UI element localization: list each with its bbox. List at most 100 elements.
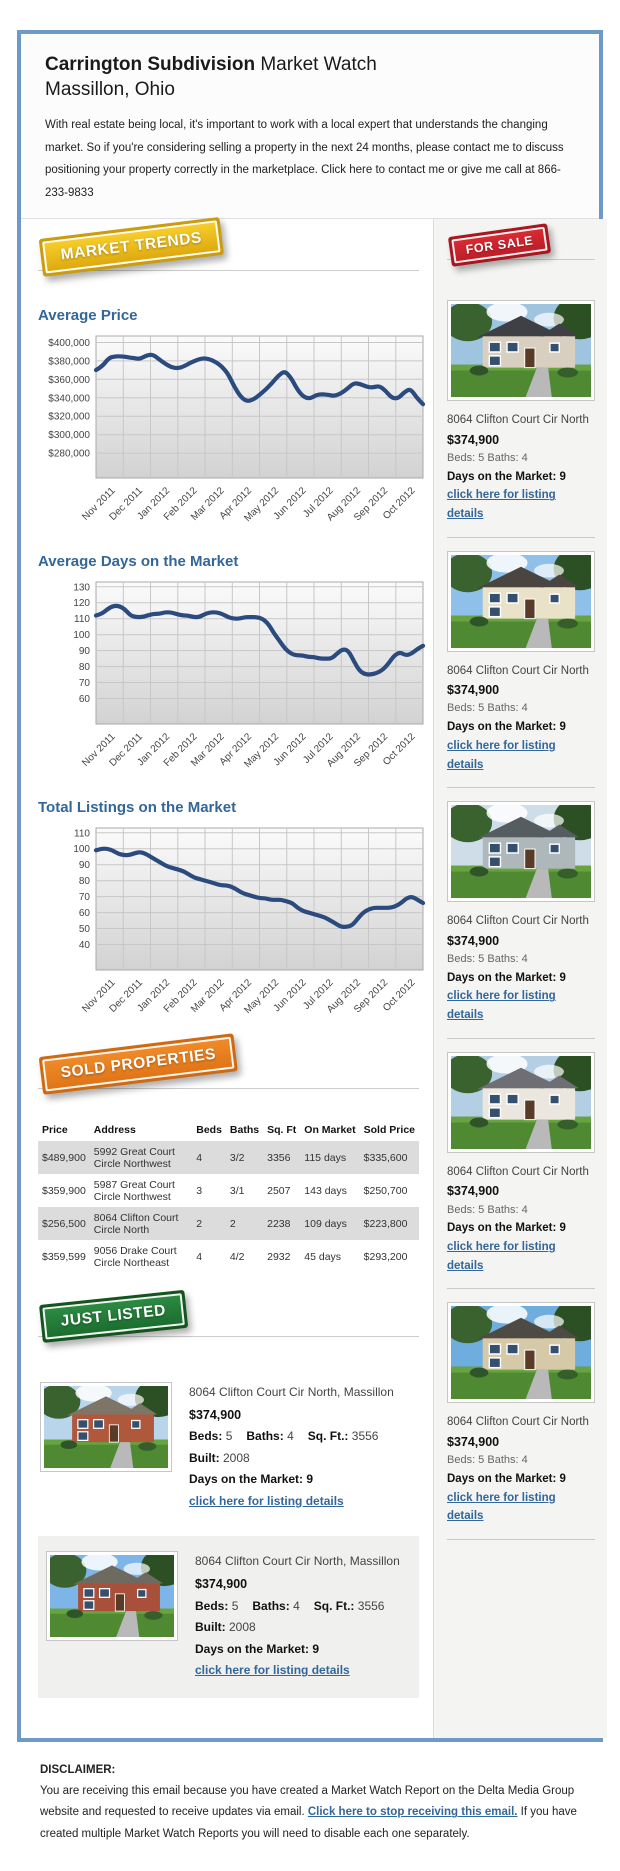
for-sale-listing: 8064 Clifton Court Cir North $374,900 Beds… bbox=[443, 1039, 606, 1290]
listing-photo[interactable] bbox=[37, 1379, 182, 1473]
listing-price: $374,900 bbox=[189, 1407, 242, 1422]
listing-address: 8064 Clifton Court Cir North bbox=[447, 414, 589, 427]
listing-price: $374,900 bbox=[447, 933, 500, 948]
listing-attributes: Beds: 5 Baths: 4 Sq. Ft.: 3556 Built: 2008 bbox=[195, 1596, 409, 1639]
sold-table-header: Sq. Ft bbox=[267, 1124, 297, 1137]
listing-address: 8064 Clifton Court Cir North bbox=[447, 915, 589, 928]
svg-text:60: 60 bbox=[79, 694, 91, 705]
svg-text:110: 110 bbox=[74, 614, 90, 625]
intro-text: With real estate being local, it's impor… bbox=[45, 119, 564, 199]
sold-table-cell: $293,200 bbox=[363, 1250, 408, 1263]
stop-email-link[interactable]: Click here to stop receiving this email. bbox=[307, 1806, 518, 1819]
divider bbox=[38, 270, 419, 272]
svg-text:70: 70 bbox=[79, 678, 91, 689]
total-listings-chart: 110 100 90 80 70 60 50 40 Nov 2011 Dec 2011 Jan 20… bbox=[38, 824, 426, 1029]
sold-table-header: Sold Price bbox=[363, 1124, 415, 1137]
page-title-rest: Market Watch bbox=[255, 54, 377, 75]
listing-details-link[interactable]: click here for listing details bbox=[447, 489, 556, 520]
listing-text: 8064 Clifton Court Cir North $374,900 Beds… bbox=[447, 1413, 595, 1526]
average-days-heading: Average Days on the Market bbox=[38, 553, 239, 571]
listing-beds-baths: Beds: 5 Baths: 4 bbox=[447, 451, 528, 464]
sold-table-cell: $250,700 bbox=[363, 1184, 408, 1197]
sidebar: FOR SALE 8064 Clifton Court Cir North $37… bbox=[433, 219, 607, 1738]
listing-text: 8064 Clifton Court Cir North $374,900 Beds… bbox=[447, 912, 595, 1025]
for-sale-list: 8064 Clifton Court Cir North $374,900 Beds… bbox=[443, 287, 606, 1540]
svg-text:$280,000: $280,000 bbox=[48, 449, 90, 460]
listing-text: 8064 Clifton Court Cir North $374,900 Beds… bbox=[447, 411, 595, 524]
main-column: MARKET TRENDS Average Price $400,000 $380… bbox=[21, 216, 433, 1738]
listing-beds-baths: Beds: 5 Baths: 4 bbox=[447, 1454, 528, 1467]
listing-beds-baths: Beds: 5 Baths: 4 bbox=[447, 702, 528, 715]
attr-value: 4 bbox=[287, 1429, 294, 1444]
listing-details-link[interactable]: click here for listing details bbox=[447, 739, 556, 771]
svg-text:100: 100 bbox=[73, 630, 90, 641]
sold-table-cell: 45 days bbox=[304, 1250, 342, 1263]
sold-table-cell: 109 days bbox=[300, 1207, 360, 1241]
listing-details-link[interactable]: click here for listing details bbox=[195, 1663, 350, 1678]
just-listed-card: 8064 Clifton Court Cir North, Massillon $… bbox=[37, 1367, 419, 1528]
listing-details-link[interactable]: click here for listing details bbox=[447, 1491, 556, 1523]
sold-table-row: $256,500 8064 Clifton Court Circle North 2… bbox=[38, 1207, 419, 1241]
sold-properties-badge-label: SOLD PROPERTIES bbox=[42, 1036, 235, 1092]
listing-photo[interactable] bbox=[443, 296, 606, 402]
attr-label: Beds: bbox=[195, 1598, 229, 1613]
sold-table-cell: 8064 Clifton Court Circle North bbox=[89, 1207, 193, 1241]
listing-address: 8064 Clifton Court Cir North bbox=[447, 1416, 589, 1429]
sold-table-cell: 9056 Drake Court Circle Northeast bbox=[93, 1244, 177, 1269]
listing-price: $374,900 bbox=[195, 1577, 248, 1592]
svg-text:70: 70 bbox=[79, 892, 91, 903]
listing-photo[interactable] bbox=[443, 1298, 606, 1404]
sold-table-cell: 2507 bbox=[267, 1184, 291, 1197]
listing-photo[interactable] bbox=[43, 1548, 188, 1642]
sold-table-row: $359,599 9056 Drake Court Circle Northeas… bbox=[38, 1240, 419, 1273]
sold-table-cell: 5987 Great Court Circle Northwest bbox=[93, 1178, 175, 1203]
for-sale-listing: 8064 Clifton Court Cir North $374,900 Beds… bbox=[443, 287, 606, 538]
just-listed-section-header: JUST LISTED bbox=[38, 1289, 419, 1357]
listing-details-link[interactable]: click here for listing details bbox=[447, 990, 556, 1022]
listing-details-link[interactable]: click here for listing details bbox=[189, 1493, 344, 1508]
svg-text:120: 120 bbox=[73, 598, 90, 609]
svg-text:40: 40 bbox=[79, 940, 91, 951]
sold-table-cell: $359,599 bbox=[42, 1250, 86, 1263]
listing-photo[interactable] bbox=[443, 546, 606, 652]
sold-table-header: Baths bbox=[229, 1124, 260, 1137]
attr-label: Built: bbox=[189, 1450, 220, 1465]
listing-price: $374,900 bbox=[447, 1434, 500, 1449]
listing-details-link[interactable]: click here for listing details bbox=[447, 1241, 556, 1272]
svg-text:$380,000: $380,000 bbox=[48, 356, 90, 367]
for-sale-badge: FOR SALE bbox=[447, 223, 552, 267]
listing-text: 8064 Clifton Court Cir North, Massillon $… bbox=[195, 1551, 409, 1681]
sold-table-cell: 5992 Great Court Circle Northwest bbox=[89, 1141, 193, 1175]
house-photo-image bbox=[443, 1047, 606, 1149]
listing-days-on-market: Days on the Market: 9 bbox=[447, 721, 566, 734]
listing-address: 8064 Clifton Court Cir North bbox=[447, 1165, 589, 1178]
attr-label: Sq. Ft.: bbox=[307, 1429, 349, 1444]
sold-table-cell: $223,800 bbox=[359, 1207, 419, 1241]
page-title-bold: Carrington Subdivision bbox=[45, 54, 256, 75]
sold-table-cell: $256,500 bbox=[38, 1207, 90, 1241]
sold-table-row: $489,900 5992 Great Court Circle Northwes… bbox=[38, 1141, 419, 1175]
sold-table-cell: $489,900 bbox=[38, 1141, 90, 1175]
sold-table-header: Beds bbox=[196, 1124, 222, 1137]
sold-table-cell: 3 bbox=[196, 1184, 203, 1197]
for-sale-section-header: FOR SALE bbox=[447, 223, 595, 277]
listing-beds-baths: Beds: 5 Baths: 4 bbox=[447, 953, 528, 966]
for-sale-listing: 8064 Clifton Court Cir North $374,900 Beds… bbox=[443, 1289, 606, 1540]
listing-text: 8064 Clifton Court Cir North $374,900 Beds… bbox=[447, 662, 595, 775]
attr-value: 3556 bbox=[351, 1429, 379, 1444]
listing-photo[interactable] bbox=[443, 1047, 606, 1153]
svg-text:50: 50 bbox=[79, 924, 91, 935]
just-listed-list: 8064 Clifton Court Cir North, Massillon $… bbox=[37, 1367, 419, 1698]
house-photo-image bbox=[43, 1548, 188, 1638]
attr-value: 2008 bbox=[223, 1450, 250, 1465]
sold-table-cell: $335,600 bbox=[359, 1141, 419, 1175]
sold-table-cell: 2 bbox=[192, 1207, 226, 1241]
listing-photo[interactable] bbox=[443, 797, 606, 903]
sold-table-cell: 2238 bbox=[263, 1207, 301, 1241]
divider bbox=[38, 1088, 419, 1090]
sold-table-cell: 3/2 bbox=[225, 1141, 264, 1175]
listing-beds-baths: Beds: 5 Baths: 4 bbox=[447, 1203, 528, 1216]
listing-days-on-market: Days on the Market: 9 bbox=[447, 971, 566, 984]
svg-text:$360,000: $360,000 bbox=[48, 375, 90, 386]
sold-table-cell: 4/2 bbox=[229, 1250, 245, 1263]
